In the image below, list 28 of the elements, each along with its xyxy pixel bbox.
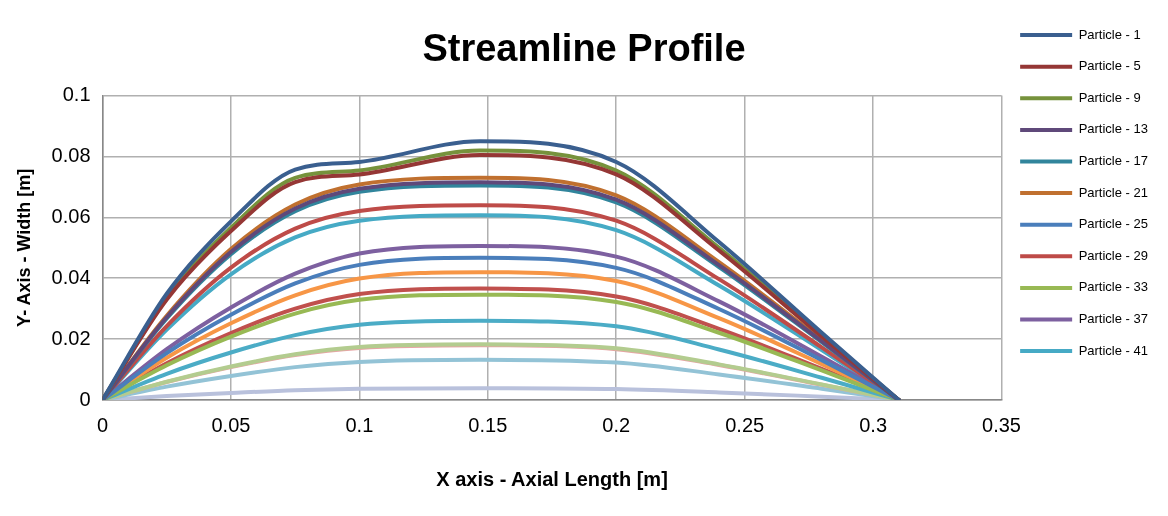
y-tick-label: 0.06 <box>51 204 91 227</box>
x-tick-label: 0.35 <box>982 413 1022 436</box>
x-tick-label: 0.2 <box>602 413 631 436</box>
legend-label: Particle - 5 <box>1078 58 1141 74</box>
legend-label: Particle - 33 <box>1078 279 1149 295</box>
legend-label: Particle - 37 <box>1078 311 1149 327</box>
y-tick-label: 0.02 <box>51 326 91 349</box>
x-tick-label: 0.25 <box>725 413 765 436</box>
x-axis-title: X axis - Axial Length [m] <box>436 467 668 490</box>
x-tick-label: 0.15 <box>468 413 508 436</box>
legend-label: Particle - 41 <box>1078 342 1149 358</box>
legend-label: Particle - 13 <box>1078 121 1149 137</box>
x-tick-label: 0.1 <box>345 413 374 436</box>
chart-title: Streamline Profile <box>422 27 746 70</box>
legend-label: Particle - 25 <box>1078 216 1149 232</box>
legend-label: Particle - 21 <box>1078 184 1149 200</box>
legend-label: Particle - 17 <box>1078 153 1149 169</box>
y-tick-label: 0.08 <box>51 144 91 166</box>
legend-label: Particle - 29 <box>1078 247 1149 263</box>
y-tick-label: 0 <box>79 387 91 410</box>
x-tick-label: 0.3 <box>859 413 888 436</box>
legend-label: Particle - 9 <box>1078 89 1141 105</box>
x-tick-label: 0.05 <box>211 413 251 436</box>
y-tick-label: 0.1 <box>62 83 91 106</box>
legend-label: Particle - 1 <box>1078 26 1141 42</box>
y-tick-label: 0.04 <box>51 265 91 288</box>
x-tick-label: 0 <box>96 413 109 436</box>
y-axis-title: Y- Axis - Width [m] <box>13 168 34 327</box>
